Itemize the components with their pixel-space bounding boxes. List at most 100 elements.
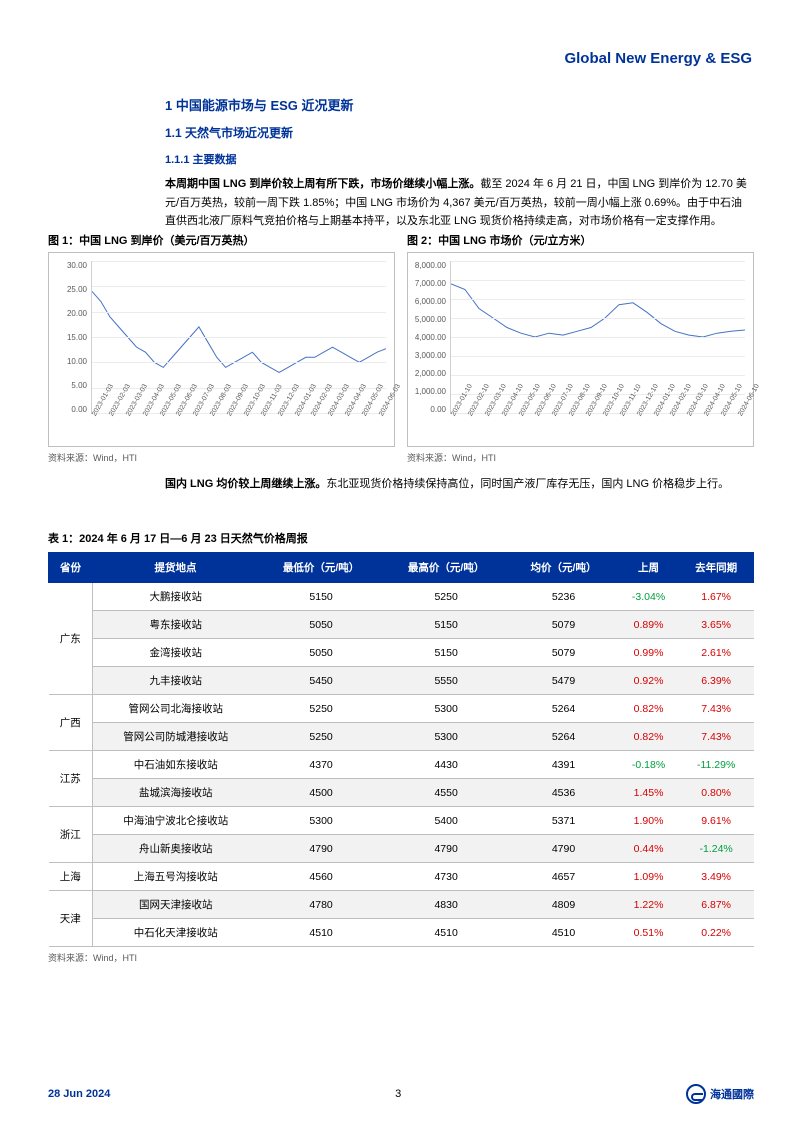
- table-title: 表 1：2024 年 6 月 17 日—6 月 23 日天然气价格周报: [48, 530, 754, 546]
- table-cell: 粤东接收站: [92, 611, 258, 639]
- table-cell: 国网天津接收站: [92, 891, 258, 919]
- table-row: 广东大鹏接收站515052505236-3.04%1.67%: [49, 583, 754, 611]
- yr-change-cell: 3.65%: [679, 611, 754, 639]
- province-cell: 广东: [49, 583, 93, 695]
- chart-1-frame: 30.0025.0020.0015.0010.005.000.00 2023-0…: [48, 252, 395, 447]
- chart-2-block: 图 2：中国 LNG 市场价（元/立方米） 8,000.007,000.006,…: [407, 232, 754, 464]
- table-cell: 中石化天津接收站: [92, 919, 258, 947]
- content-block: 1 中国能源市场与 ESG 近况更新 1.1 天然气市场近况更新 1.1.1 主…: [165, 95, 752, 231]
- heading-3: 1.1.1 主要数据: [165, 151, 752, 167]
- table-cell: 舟山新奥接收站: [92, 835, 258, 863]
- paragraph-1-bold: 本周期中国 LNG 到岸价较上周有所下跌，市场价继续小幅上涨。: [165, 178, 480, 190]
- chart-2-title: 图 2：中国 LNG 市场价（元/立方米）: [407, 232, 754, 248]
- table-cell: 4830: [384, 891, 509, 919]
- wk-change-cell: -3.04%: [618, 583, 678, 611]
- wk-change-cell: 1.09%: [618, 863, 678, 891]
- table-cell: 5400: [384, 807, 509, 835]
- table-row: 盐城滨海接收站4500455045361.45%0.80%: [49, 779, 754, 807]
- table-cell: 管网公司北海接收站: [92, 695, 258, 723]
- page-header-title: Global New Energy & ESG: [564, 50, 752, 67]
- table-cell: 5479: [509, 667, 619, 695]
- table-cell: 5236: [509, 583, 619, 611]
- table-cell: 管网公司防城港接收站: [92, 723, 258, 751]
- province-cell: 浙江: [49, 807, 93, 863]
- footer-logo: 海通國際: [686, 1084, 754, 1104]
- chart-2-source: 资料来源：Wind，HTI: [407, 451, 754, 464]
- table-cell: 4550: [384, 779, 509, 807]
- table-cell: 5264: [509, 723, 619, 751]
- table-cell: 5150: [384, 611, 509, 639]
- table-cell: 4370: [259, 751, 384, 779]
- table-cell: 5300: [259, 807, 384, 835]
- paragraph-2-bold: 国内 LNG 均价较上周继续上涨。: [165, 478, 326, 490]
- table-cell: 5079: [509, 639, 619, 667]
- wk-change-cell: 0.82%: [618, 723, 678, 751]
- charts-row: 图 1：中国 LNG 到岸价（美元/百万英热） 30.0025.0020.001…: [48, 232, 754, 464]
- paragraph-2: 国内 LNG 均价较上周继续上涨。东北亚现货价格持续保持高位，同时国产液厂库存无…: [165, 475, 752, 494]
- wk-change-cell: 1.45%: [618, 779, 678, 807]
- table-row: 粤东接收站5050515050790.89%3.65%: [49, 611, 754, 639]
- table-cell: 中石油如东接收站: [92, 751, 258, 779]
- table-body: 广东大鹏接收站515052505236-3.04%1.67%粤东接收站50505…: [49, 583, 754, 947]
- table-col-header: 最低价（元/吨）: [259, 553, 384, 583]
- chart-2-x-axis: 2023-01-102023-02-102023-03-102023-04-10…: [450, 414, 745, 444]
- table-cell: 中海油宁波北仑接收站: [92, 807, 258, 835]
- table-cell: 5250: [259, 695, 384, 723]
- table-cell: 盐城滨海接收站: [92, 779, 258, 807]
- yr-change-cell: 1.67%: [679, 583, 754, 611]
- table-col-header: 去年同期: [679, 553, 754, 583]
- table-cell: 4790: [509, 835, 619, 863]
- table-row: 九丰接收站5450555054790.92%6.39%: [49, 667, 754, 695]
- yr-change-cell: 2.61%: [679, 639, 754, 667]
- yr-change-cell: 7.43%: [679, 723, 754, 751]
- table-header-row: 省份提货地点最低价（元/吨）最高价（元/吨）均价（元/吨）上周去年同期: [49, 553, 754, 583]
- wk-change-cell: -0.18%: [618, 751, 678, 779]
- table-row: 江苏中石油如东接收站437044304391-0.18%-11.29%: [49, 751, 754, 779]
- chart-1-x-axis: 2023-01-032023-02-032023-03-032023-04-03…: [91, 414, 386, 444]
- table-cell: 5050: [259, 611, 384, 639]
- wk-change-cell: 1.90%: [618, 807, 678, 835]
- table-cell: 4510: [259, 919, 384, 947]
- table-cell: 5264: [509, 695, 619, 723]
- table-row: 管网公司防城港接收站5250530052640.82%7.43%: [49, 723, 754, 751]
- table-cell: 4560: [259, 863, 384, 891]
- logo-text: 海通國際: [710, 1086, 754, 1102]
- province-cell: 江苏: [49, 751, 93, 807]
- paragraph-2-rest: 东北亚现货价格持续保持高位，同时国产液厂库存无压，国内 LNG 价格稳步上行。: [326, 478, 729, 490]
- table-cell: 4391: [509, 751, 619, 779]
- yr-change-cell: 3.49%: [679, 863, 754, 891]
- table-cell: 4809: [509, 891, 619, 919]
- table-cell: 九丰接收站: [92, 667, 258, 695]
- yr-change-cell: -1.24%: [679, 835, 754, 863]
- table-col-header: 省份: [49, 553, 93, 583]
- table-cell: 5450: [259, 667, 384, 695]
- price-table: 省份提货地点最低价（元/吨）最高价（元/吨）均价（元/吨）上周去年同期 广东大鹏…: [48, 552, 754, 947]
- yr-change-cell: 0.22%: [679, 919, 754, 947]
- table-row: 天津国网天津接收站4780483048091.22%6.87%: [49, 891, 754, 919]
- table-cell: 5079: [509, 611, 619, 639]
- table-cell: 4430: [384, 751, 509, 779]
- table-cell: 5050: [259, 639, 384, 667]
- table-section: 表 1：2024 年 6 月 17 日—6 月 23 日天然气价格周报 省份提货…: [48, 530, 754, 964]
- wk-change-cell: 0.51%: [618, 919, 678, 947]
- table-cell: 4780: [259, 891, 384, 919]
- table-cell: 5371: [509, 807, 619, 835]
- table-cell: 4536: [509, 779, 619, 807]
- table-cell: 上海五号沟接收站: [92, 863, 258, 891]
- table-cell: 4790: [384, 835, 509, 863]
- chart-1-source: 资料来源：Wind，HTI: [48, 451, 395, 464]
- table-cell: 5300: [384, 695, 509, 723]
- heading-1: 1 中国能源市场与 ESG 近况更新: [165, 95, 752, 114]
- yr-change-cell: -11.29%: [679, 751, 754, 779]
- footer: 28 Jun 2024 3 海通國際: [48, 1084, 754, 1104]
- wk-change-cell: 0.99%: [618, 639, 678, 667]
- footer-page: 3: [395, 1088, 401, 1100]
- paragraph-1: 本周期中国 LNG 到岸价较上周有所下跌，市场价继续小幅上涨。截至 2024 年…: [165, 175, 752, 231]
- wk-change-cell: 0.82%: [618, 695, 678, 723]
- table-cell: 5150: [259, 583, 384, 611]
- table-row: 上海上海五号沟接收站4560473046571.09%3.49%: [49, 863, 754, 891]
- chart-1-y-axis: 30.0025.0020.0015.0010.005.000.00: [53, 261, 87, 414]
- province-cell: 天津: [49, 891, 93, 947]
- province-cell: 上海: [49, 863, 93, 891]
- table-col-header: 均价（元/吨）: [509, 553, 619, 583]
